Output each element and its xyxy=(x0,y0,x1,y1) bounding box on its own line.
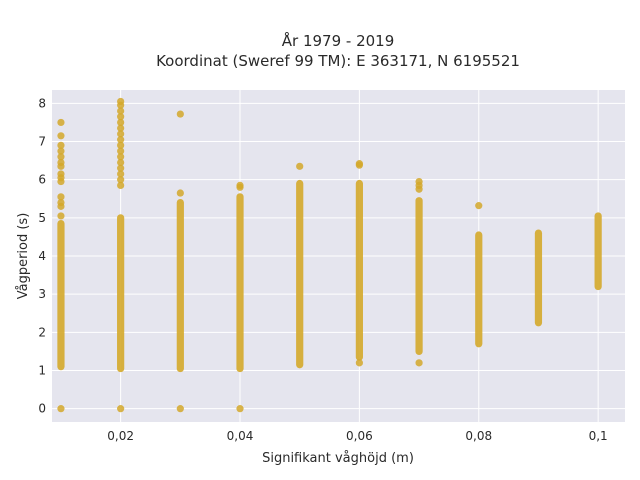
data-point xyxy=(117,107,125,115)
point-cluster xyxy=(355,179,363,361)
data-point xyxy=(57,141,65,149)
y-tick-label: 6 xyxy=(38,173,46,187)
y-tick-label: 3 xyxy=(38,287,46,301)
y-tick-label: 5 xyxy=(38,211,46,225)
data-point xyxy=(117,136,125,144)
data-points xyxy=(57,97,602,413)
data-point xyxy=(355,359,363,367)
data-point xyxy=(475,202,483,210)
data-point xyxy=(117,158,125,167)
data-point xyxy=(117,97,125,106)
data-point xyxy=(57,193,65,201)
y-tick-label: 7 xyxy=(38,135,46,149)
data-point xyxy=(176,405,184,413)
data-point xyxy=(176,189,184,197)
data-point xyxy=(117,141,125,149)
point-cluster xyxy=(296,179,304,369)
chart-title: År 1979 - 2019 xyxy=(282,31,395,50)
data-point xyxy=(57,118,65,127)
y-tick-label: 4 xyxy=(38,249,46,263)
point-cluster xyxy=(176,198,184,373)
data-point xyxy=(415,359,423,367)
chart-subtitle: Koordinat (Sweref 99 TM): E 363171, N 61… xyxy=(156,52,520,70)
data-point xyxy=(176,110,184,118)
point-cluster xyxy=(594,212,602,291)
point-cluster xyxy=(534,229,543,327)
data-point xyxy=(117,124,125,132)
data-point xyxy=(57,158,65,167)
data-point xyxy=(57,147,65,155)
data-point xyxy=(117,118,125,127)
data-point xyxy=(355,160,363,168)
point-cluster xyxy=(57,219,65,371)
y-tick-label: 0 xyxy=(38,402,46,416)
data-point xyxy=(117,176,125,184)
data-point xyxy=(117,164,125,172)
x-tick-label: 0,02 xyxy=(107,429,134,443)
data-point xyxy=(117,181,125,190)
data-point xyxy=(117,147,125,155)
data-point xyxy=(57,198,65,207)
y-tick-label: 2 xyxy=(38,325,46,339)
data-point xyxy=(236,181,244,190)
x-tick-label: 0,08 xyxy=(465,429,492,443)
x-tick-label: 0,04 xyxy=(227,429,254,443)
y-tick-label: 8 xyxy=(38,96,46,110)
data-point xyxy=(117,113,125,121)
data-point xyxy=(57,405,65,413)
x-axis-label: Signifikant våghöjd (m) xyxy=(262,451,414,466)
y-axis-label: Vågperiod (s) xyxy=(16,213,31,300)
point-cluster xyxy=(475,231,483,348)
data-point xyxy=(57,212,65,220)
data-point xyxy=(236,405,244,413)
data-point xyxy=(57,153,65,161)
data-point xyxy=(117,153,125,161)
point-cluster xyxy=(415,197,423,356)
data-point xyxy=(415,177,423,186)
data-point xyxy=(296,162,304,170)
data-point xyxy=(57,132,65,140)
data-point xyxy=(117,405,125,413)
y-tick-label: 1 xyxy=(38,363,46,377)
x-tick-label: 0,06 xyxy=(346,429,373,443)
x-tick-label: 0,1 xyxy=(589,429,608,443)
data-point xyxy=(117,170,125,178)
point-cluster xyxy=(236,193,244,373)
point-cluster xyxy=(117,214,125,373)
data-point xyxy=(117,130,125,138)
tick-labels: 0 1 2 3 4 5 6 7 8 0,02 0,04 0,06 0,08 0,1 xyxy=(38,96,607,443)
data-point xyxy=(57,170,65,178)
